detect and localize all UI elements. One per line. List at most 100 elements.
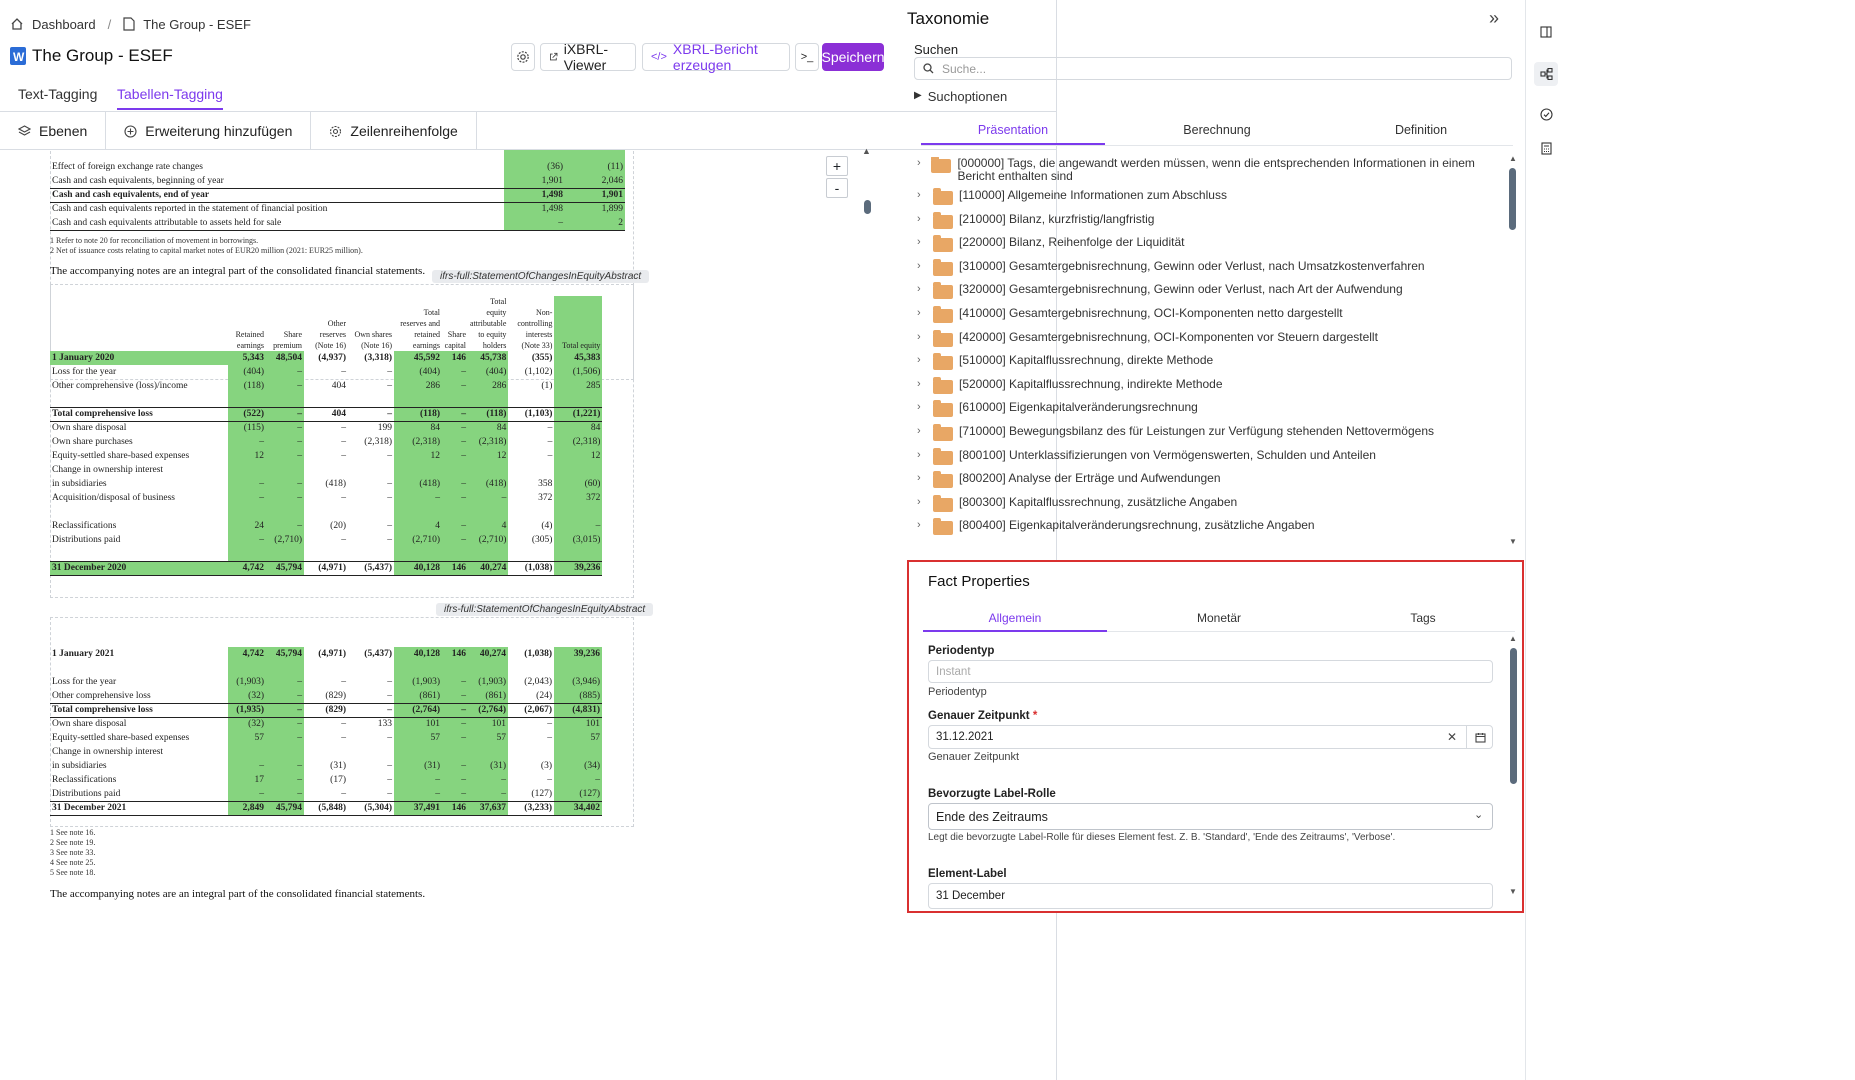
table-row[interactable]: in subsidiaries – – (418) – (418) – (418) 358 (60… xyxy=(50,477,603,491)
cell[interactable]: (2,318) xyxy=(364,437,392,447)
periodentyp-input[interactable]: Instant xyxy=(928,660,1493,683)
cell[interactable]: 1,901 xyxy=(565,188,625,202)
cell[interactable]: (17) xyxy=(330,775,346,785)
chevron-right-icon[interactable]: › xyxy=(917,495,921,508)
settings-button[interactable] xyxy=(511,43,535,71)
tree-item[interactable]: › [220000] Bilanz, Reihenfolge der Liquid… xyxy=(917,235,1495,253)
cell[interactable]: 286 xyxy=(394,379,442,393)
cell[interactable]: – xyxy=(266,717,304,731)
cell[interactable]: – xyxy=(341,437,346,447)
cell[interactable]: 40,274 xyxy=(468,647,508,661)
table-row[interactable]: Other comprehensive loss (32) – (829) – (861)… xyxy=(50,689,602,703)
fact-scrollbar[interactable] xyxy=(1510,648,1517,784)
cell[interactable]: – xyxy=(442,421,468,435)
table-row[interactable]: Own share purchases – – – (2,318) (2,318) – (2,… xyxy=(50,435,603,449)
table-row[interactable]: Equity-settled share-based expenses 12– – –… xyxy=(50,449,603,463)
xbrl-report-button[interactable]: </> XBRL-Bericht erzeugen xyxy=(642,41,790,73)
tree-item[interactable]: › [410000] Gesamtergebnisrechnung, OCI-Ko… xyxy=(917,306,1495,323)
cell[interactable]: – xyxy=(266,435,304,449)
cell[interactable]: – xyxy=(228,759,266,773)
cell[interactable]: 1,899 xyxy=(565,202,625,216)
tab-tags[interactable]: Tags xyxy=(1410,611,1436,625)
cell[interactable] xyxy=(508,505,554,519)
cell[interactable]: (5,437) xyxy=(364,563,392,573)
search-options-toggle[interactable]: ▶ Suchoptionen xyxy=(914,89,1007,104)
table-row[interactable]: in subsidiaries – – (31) – (31) – (31) (3) (34) xyxy=(50,759,602,773)
scroll-up-icon[interactable]: ▲ xyxy=(862,146,871,156)
cell[interactable]: (404) xyxy=(394,365,442,379)
table-row[interactable]: Acquisition/disposal of business – – – – – – –3… xyxy=(50,491,603,505)
cell[interactable]: – xyxy=(547,733,552,743)
cell[interactable]: 45,383 xyxy=(554,351,603,365)
cell[interactable]: (3,015) xyxy=(554,533,603,547)
cell[interactable]: 37,637 xyxy=(468,801,508,815)
cell[interactable]: 12 xyxy=(394,449,442,463)
element-label-input[interactable]: 31 December xyxy=(928,883,1493,909)
tree-item[interactable]: › [800300] Kapitalflussrechnung, zusätzli… xyxy=(917,494,1495,512)
cell[interactable]: 57 xyxy=(228,731,266,745)
cell[interactable]: (2,318) xyxy=(394,435,442,449)
cell[interactable]: 45,738 xyxy=(468,351,509,365)
cell[interactable] xyxy=(394,393,442,407)
cell[interactable]: 12 xyxy=(468,449,509,463)
cell[interactable]: (305) xyxy=(531,535,553,545)
cell[interactable]: (3,318) xyxy=(364,353,392,363)
cell[interactable]: (2,710) xyxy=(394,533,442,547)
cell[interactable] xyxy=(266,547,304,561)
cell[interactable]: (127) xyxy=(531,788,552,799)
cell[interactable]: – xyxy=(387,367,392,377)
table-row[interactable]: Change in ownership interest xyxy=(50,745,602,759)
cell[interactable]: – xyxy=(387,733,392,743)
add-extension-button[interactable]: Erweiterung hinzufügen xyxy=(106,112,312,150)
chevron-right-icon[interactable]: › xyxy=(917,519,921,532)
cell[interactable]: (60) xyxy=(554,477,603,491)
cell[interactable]: 2,849 xyxy=(228,801,266,815)
cell[interactable] xyxy=(228,463,266,477)
cell[interactable]: 84 xyxy=(554,421,603,435)
cell[interactable]: (2,710) xyxy=(468,533,509,547)
cell[interactable]: – xyxy=(341,493,346,503)
cell[interactable]: 2,046 xyxy=(565,174,625,188)
cell[interactable]: (2,764) xyxy=(394,703,442,717)
cell[interactable] xyxy=(554,547,603,561)
zeitpunkt-input[interactable]: 31.12.2021 ✕ xyxy=(928,725,1493,749)
cell[interactable]: – xyxy=(554,773,602,787)
cell[interactable]: – xyxy=(228,435,266,449)
cell[interactable] xyxy=(554,393,603,407)
cell[interactable]: (885) xyxy=(554,689,602,703)
table-row[interactable]: Distributions paid – – – – – – – (127) (127) xyxy=(50,787,602,801)
cell[interactable]: 2 xyxy=(565,216,625,230)
cell[interactable] xyxy=(394,745,442,759)
table-row[interactable]: Reclassifications 17– (17) – – – – – – xyxy=(50,773,602,787)
cell[interactable] xyxy=(348,661,394,675)
cell[interactable]: – xyxy=(442,365,468,379)
cell[interactable]: – xyxy=(442,731,468,745)
cell[interactable]: 1,498 xyxy=(504,188,565,202)
cell[interactable]: – xyxy=(266,407,304,421)
cell[interactable]: (127) xyxy=(554,787,602,801)
tree-item[interactable]: › [520000] Kapitalflussrechnung, indirekt… xyxy=(917,376,1495,394)
cell[interactable]: (404) xyxy=(468,365,509,379)
cell[interactable] xyxy=(304,745,348,759)
table-row[interactable]: Own share disposal (32) – –133 101–101–101 xyxy=(50,717,602,731)
cell[interactable] xyxy=(348,463,394,477)
table-row[interactable]: Effect of foreign exchange rate changes (… xyxy=(50,160,625,174)
tree-item[interactable]: › [320000] Gesamtergebnisrechnung, Gewinn… xyxy=(917,282,1495,300)
cell[interactable] xyxy=(394,505,442,519)
cell[interactable]: 404 xyxy=(331,409,346,419)
cell[interactable]: – xyxy=(394,491,442,505)
cell[interactable]: – xyxy=(468,787,508,801)
table-row[interactable]: 31 December 2021 2,849 45,794 (5,848) (5,304… xyxy=(50,801,602,815)
cell[interactable]: (118) xyxy=(228,379,266,393)
tab-table-tagging[interactable]: Tabellen-Tagging xyxy=(117,86,223,110)
cell[interactable]: (1,903) xyxy=(228,675,266,689)
cell[interactable]: 133 xyxy=(377,719,392,730)
table-row[interactable]: 31 December 2020 4,742 45,794 (4,971) (5,437… xyxy=(50,561,603,575)
cell[interactable]: – xyxy=(266,491,304,505)
table-row[interactable] xyxy=(50,505,603,519)
table-row[interactable]: 1 January 2021 4,742 45,794 (4,971) (5,437) 4… xyxy=(50,647,602,661)
cell[interactable]: (32) xyxy=(228,689,266,703)
table-tag-badge[interactable]: ifrs-full:StatementOfChangesInEquityAbst… xyxy=(432,270,650,283)
cell[interactable]: – xyxy=(442,717,468,731)
cell[interactable]: (1,102) xyxy=(524,367,553,377)
